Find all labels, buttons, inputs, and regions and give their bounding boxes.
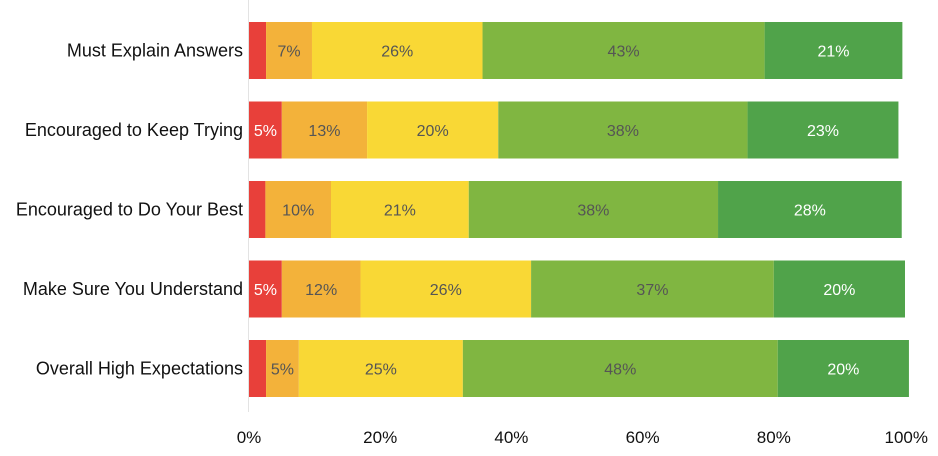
data-label: 10% [282, 203, 314, 220]
bars-layer: 7% 26% 43% 21% 5% 13% 20% 38% 23% 10% 21% 38% 28% 5% 1… [249, 22, 909, 397]
bar-segment [249, 340, 267, 397]
bar-segment [281, 260, 361, 318]
data-label: 43% [608, 44, 640, 61]
bar-segment [249, 101, 282, 159]
x-tick-label: 20% [363, 428, 397, 447]
data-label: 28% [794, 203, 826, 220]
bar-segment [281, 101, 368, 159]
data-label: 38% [607, 123, 639, 140]
data-label: 7% [277, 44, 300, 61]
x-axis: 0% 20% 40% 60% 80% 100% [237, 0, 928, 447]
data-label: 20% [417, 123, 449, 140]
bar-segment [249, 22, 267, 79]
bar-segment [718, 181, 902, 238]
bar-segment [331, 181, 469, 238]
data-label: 37% [636, 282, 668, 299]
bar-segment [498, 101, 748, 159]
data-label: 26% [430, 282, 462, 299]
bar-segment [298, 340, 463, 397]
category-label: Must Explain Answers [67, 41, 243, 61]
bar-segment [777, 340, 909, 397]
bar-segment [360, 260, 532, 318]
bar-segment [531, 260, 774, 318]
bar-segment [311, 22, 483, 79]
data-label: 5% [254, 282, 277, 299]
data-label: 25% [365, 362, 397, 379]
category-label: Make Sure You Understand [23, 279, 243, 299]
bar-segment [773, 260, 905, 318]
bar-segment [482, 22, 765, 79]
category-labels: Must Explain Answers Encouraged to Keep T… [16, 41, 243, 379]
bar-segment [266, 22, 312, 79]
bar-segment [367, 101, 499, 159]
bar-segment [266, 340, 299, 397]
data-label: 20% [827, 362, 859, 379]
data-label: 21% [817, 44, 849, 61]
data-label: 20% [823, 282, 855, 299]
x-tick-label: 60% [626, 428, 660, 447]
category-label: Overall High Expectations [36, 359, 243, 379]
bar-segment [462, 340, 778, 397]
data-label: 48% [604, 362, 636, 379]
data-label: 12% [305, 282, 337, 299]
x-tick-label: 100% [885, 428, 928, 447]
data-label: 5% [271, 362, 294, 379]
data-label: 5% [254, 123, 277, 140]
x-tick-label: 80% [757, 428, 791, 447]
x-tick-label: 0% [237, 428, 262, 447]
data-label: 23% [807, 123, 839, 140]
bar-segment [468, 181, 719, 238]
category-label: Encouraged to Keep Trying [25, 120, 243, 140]
bar-segment [249, 181, 266, 238]
bar-segment [764, 22, 903, 79]
bar-segment [265, 181, 331, 238]
data-label: 38% [577, 203, 609, 220]
bar-segment [747, 101, 899, 159]
data-label: 21% [384, 203, 416, 220]
bar-segment [249, 260, 282, 318]
x-tick-label: 40% [494, 428, 528, 447]
data-label: 26% [381, 44, 413, 61]
data-label: 13% [308, 123, 340, 140]
category-label: Encouraged to Do Your Best [16, 200, 243, 220]
